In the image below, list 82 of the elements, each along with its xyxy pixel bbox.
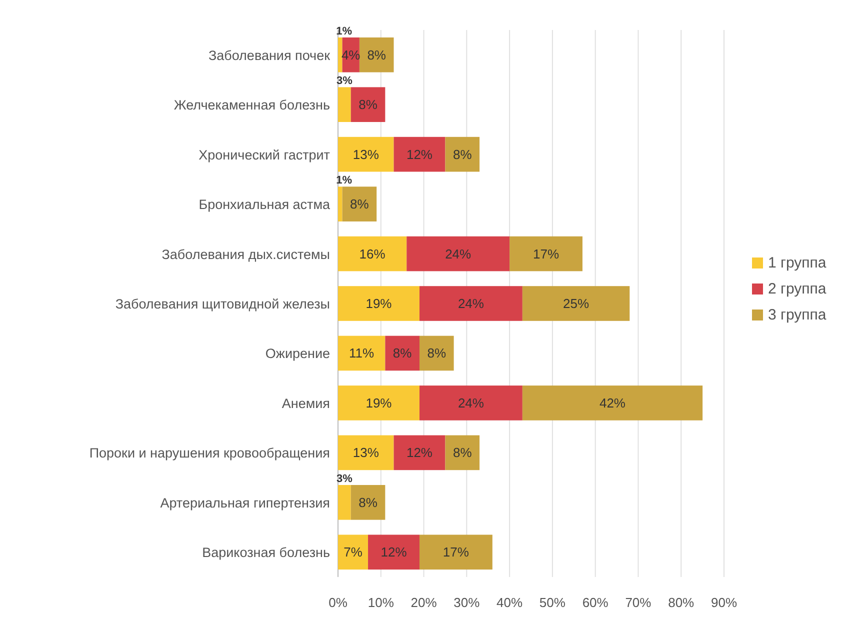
bar: [385, 336, 420, 371]
data-label: 8%: [392, 346, 412, 361]
data-label: 12%: [406, 445, 433, 460]
x-tick-label: 0%: [328, 595, 348, 610]
bar: [394, 435, 446, 470]
data-label: 24%: [458, 296, 484, 311]
bar: [338, 236, 407, 272]
legend-label: 2 группа: [768, 280, 827, 298]
bar: [445, 435, 480, 470]
x-tick-label: 90%: [710, 595, 738, 610]
bar: [338, 435, 394, 470]
bar: [445, 136, 480, 172]
data-label: 11%: [349, 346, 375, 361]
y-tick-label: Желчекаменная болезнь: [174, 98, 330, 113]
y-tick-label: Заболевания почек: [208, 48, 330, 63]
bar: [338, 336, 386, 371]
data-label: 24%: [445, 246, 472, 262]
data-label: 8%: [358, 97, 378, 112]
data-label: 42%: [599, 395, 626, 410]
y-tick-label: Пороки и нарушения кровообращения: [89, 446, 330, 461]
data-label: 1%: [336, 25, 352, 38]
bar: [338, 534, 368, 570]
bar: [338, 37, 342, 72]
data-label: 8%: [358, 494, 378, 510]
bar: [419, 286, 522, 321]
x-tick-label: 40%: [496, 595, 523, 610]
x-tick-label: 10%: [368, 595, 394, 610]
data-label: 1%: [336, 174, 352, 187]
y-tick-label: Артериальная гипертензия: [160, 495, 330, 510]
bar: [510, 236, 582, 272]
data-label: 8%: [367, 47, 386, 62]
bar: [522, 286, 630, 321]
bar: [342, 186, 377, 222]
data-label: 13%: [352, 146, 380, 162]
data-label: 3%: [336, 75, 353, 88]
bar: [368, 534, 420, 570]
bar: [406, 236, 510, 272]
legend-label: 3 группа: [768, 306, 827, 324]
legend-label: 1 группа: [768, 254, 827, 272]
x-tick-label: 70%: [625, 595, 652, 610]
data-label: 17%: [442, 544, 470, 560]
y-tick-label: Заболевания дых.системы: [162, 246, 330, 262]
bar: [419, 336, 454, 371]
data-label: 19%: [366, 296, 392, 311]
x-tick-label: 30%: [454, 595, 480, 610]
bar: [338, 286, 420, 321]
bar: [338, 87, 351, 122]
x-tick-label: 20%: [410, 595, 438, 610]
y-tick-label: Бронхиальная астма: [198, 197, 330, 212]
y-tick-label: Ожирение: [265, 346, 330, 362]
bar: [394, 136, 446, 172]
data-label: 19%: [366, 395, 392, 410]
data-label: 3%: [336, 473, 353, 486]
data-label: 7%: [344, 544, 363, 560]
y-tick-label: Хронический гастрит: [198, 147, 330, 162]
x-tick-label: 80%: [668, 595, 695, 610]
bar: [419, 386, 522, 420]
bar: [419, 534, 492, 570]
data-label: 8%: [427, 346, 446, 361]
data-label: 16%: [359, 246, 386, 262]
data-label: 8%: [452, 146, 472, 162]
data-label: 25%: [563, 296, 590, 311]
data-label: 24%: [458, 395, 484, 410]
data-label: 8%: [452, 445, 472, 460]
data-label: 17%: [532, 246, 560, 262]
bar: [338, 386, 420, 420]
bar: [522, 386, 703, 420]
bar: [359, 37, 394, 72]
bar: [338, 136, 394, 172]
y-tick-label: Варикозная болезнь: [202, 545, 330, 560]
y-tick-label: Анемия: [282, 396, 330, 411]
data-label: 13%: [352, 445, 380, 460]
bar: [338, 186, 342, 222]
x-tick-label: 60%: [582, 595, 609, 610]
y-tick-label: Заболевания щитовидной железы: [115, 296, 330, 312]
data-label: 8%: [350, 196, 370, 212]
x-tick-label: 50%: [539, 595, 566, 610]
bar: [350, 87, 386, 122]
bar: [338, 485, 351, 520]
bar: [350, 485, 386, 520]
data-label: 12%: [380, 544, 408, 560]
data-label: 12%: [406, 146, 433, 162]
